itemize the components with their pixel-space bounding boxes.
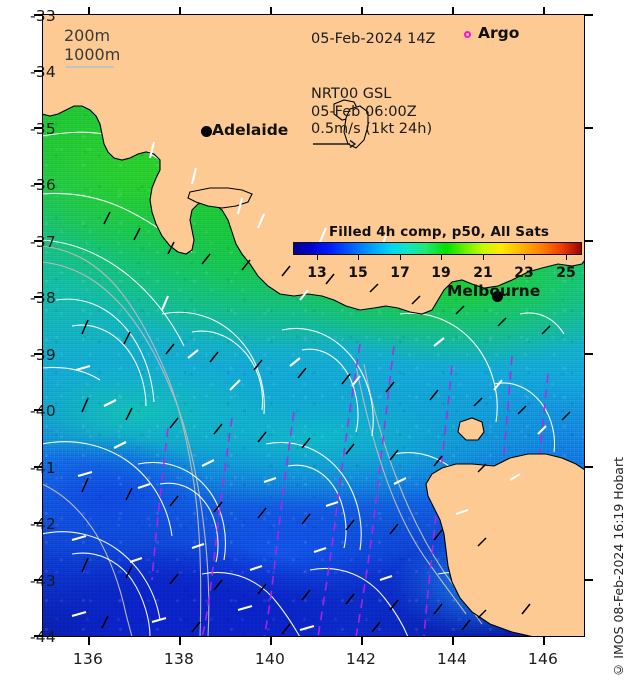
x-tick-mark-top: [543, 7, 545, 15]
depth-contour-legend: 200m 1000m: [64, 26, 120, 64]
x-tick-mark: [88, 637, 90, 645]
colorbar-tick-label: 17: [390, 265, 410, 281]
city-label-melbourne: Melbourne: [447, 282, 541, 300]
x-tick-mark: [543, 637, 545, 645]
depth-legend-200m: 200m: [64, 26, 111, 45]
x-tick-mark-top: [452, 7, 454, 15]
y-tick-mark-right: [585, 240, 593, 242]
observation-timestamp: 05-Feb-2024 14Z: [311, 31, 436, 47]
depth-legend-1000m: 1000m: [64, 45, 121, 64]
colorbar-tick-label: 23: [514, 265, 534, 281]
colorbar-tick-label: 15: [348, 265, 368, 281]
colorbar-tick-marks: [293, 255, 585, 265]
current-vector-scale: 0.5m/s (1kt 24h): [311, 121, 433, 137]
y-tick-mark-right: [585, 353, 593, 355]
y-tick-mark: [34, 522, 42, 524]
current-product-name: NRT00 GSL: [311, 86, 392, 102]
y-tick-mark-right: [585, 466, 593, 468]
colorbar-gradient[interactable]: [293, 242, 582, 255]
x-tick-label: 138: [163, 650, 195, 668]
colorbar-tick-label: 19: [431, 265, 451, 281]
y-tick-mark: [34, 353, 42, 355]
colorbar-tick-labels: 13 15 17 19 21 23 25: [293, 265, 585, 282]
copyright-credit: © IMOS 08-Feb-2024 16:19 Hobart: [611, 457, 626, 678]
colorbar-tick-label: 25: [556, 265, 576, 281]
x-tick-label: 146: [527, 650, 559, 668]
y-tick-mark: [34, 240, 42, 242]
colorbar-tick-label: 13: [307, 265, 327, 281]
colorbar-legend: Filled 4h comp, p50, All Sats 13 15 17 1…: [293, 224, 585, 282]
y-tick-mark: [34, 635, 42, 637]
current-product-time: 05-Feb 06:00Z: [311, 103, 417, 120]
colorbar-title: Filled 4h comp, p50, All Sats: [328, 224, 550, 240]
y-tick-mark-right: [585, 579, 593, 581]
map-plot-area[interactable]: [42, 14, 585, 637]
x-tick-label: 140: [254, 650, 286, 668]
x-tick-mark: [270, 637, 272, 645]
coastline-layer: [42, 14, 585, 637]
colorbar-tick-label: 21: [473, 265, 493, 281]
argo-legend-label: Argo: [478, 24, 520, 42]
x-tick-mark-top: [179, 7, 181, 15]
city-label-adelaide: Adelaide: [212, 121, 289, 139]
x-tick-mark: [452, 637, 454, 645]
y-tick-mark: [34, 14, 42, 16]
current-vector-layer: [71, 141, 571, 635]
x-tick-label: 136: [72, 650, 104, 668]
city-marker-melbourne: [492, 291, 503, 302]
x-tick-label: 142: [345, 650, 377, 668]
y-tick-mark: [34, 70, 42, 72]
argo-marker-icon: [464, 31, 471, 38]
bathymetry-contour-layer: [42, 245, 483, 637]
y-tick-mark: [34, 409, 42, 411]
y-tick-mark: [34, 296, 42, 298]
y-tick-mark-right: [585, 127, 593, 129]
y-tick-mark: [34, 183, 42, 185]
current-product-block: NRT00 GSL 05-Feb 06:00Z 0.5m/s (1kt 24h): [311, 86, 432, 139]
x-tick-mark: [361, 637, 363, 645]
x-tick-mark: [179, 637, 181, 645]
y-tick-mark-right: [585, 14, 593, 16]
x-tick-label: 144: [436, 650, 468, 668]
y-tick-mark: [34, 579, 42, 581]
city-marker-adelaide: [201, 126, 212, 137]
x-tick-mark-top: [88, 7, 90, 15]
x-tick-mark-top: [270, 7, 272, 15]
vector-scale-arrow-icon: [313, 139, 356, 149]
x-tick-mark-top: [361, 7, 363, 15]
depth-legend-rule: [66, 66, 114, 68]
y-tick-mark: [34, 127, 42, 129]
y-tick-mark: [34, 466, 42, 468]
